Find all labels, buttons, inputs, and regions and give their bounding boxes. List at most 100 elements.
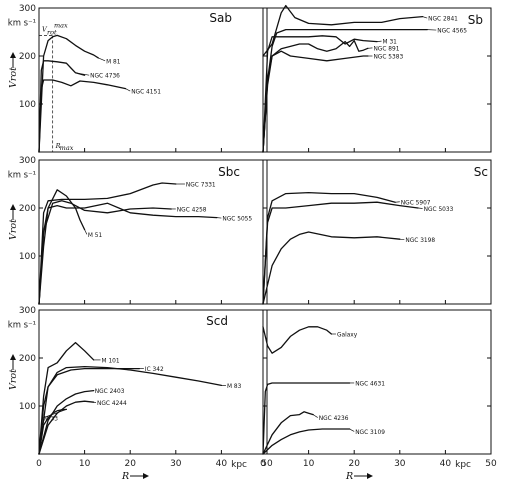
- panel-5-y-tick-label-100: 100: [19, 402, 36, 412]
- panel-6-x-tick-label-10: 10: [303, 459, 315, 469]
- panel-5-curve-6: [38, 408, 68, 455]
- panel-5-y-tick-label-200: 200: [19, 354, 36, 364]
- panel-4-curve-1: [262, 191, 396, 305]
- panel-5-title: Scd: [206, 314, 228, 328]
- panel-3-y-tick-label-300: 300: [19, 156, 36, 166]
- panel-2-frame: [262, 7, 492, 153]
- panel-3-y-unit: km s⁻¹: [8, 170, 36, 180]
- panel-6-series-label-3: NGC 4236: [319, 414, 349, 422]
- panel-2-series-label-2: NGC 4565: [437, 27, 467, 35]
- panel-5-x-axis-label: R: [121, 471, 129, 479]
- panel-3-series-label-2: NGC 4258: [177, 205, 207, 213]
- panel-3-series-label-1: NGC 7331: [186, 181, 216, 189]
- panel-2-title: Sb: [468, 13, 483, 27]
- panel-6-x-unit: kpc: [455, 460, 471, 470]
- panel-6-series-label-4: NGC 3109: [355, 428, 385, 436]
- panel-5-leader-6: [42, 409, 67, 419]
- panel-1-title: Sab: [209, 11, 232, 25]
- panel-3-frame: [38, 159, 268, 305]
- panel-1-curve-3: [38, 79, 127, 153]
- panel-1-y-axis-arrow-head: [10, 52, 16, 58]
- panel-6-curve-1: [262, 326, 333, 354]
- panel-5-series-label-2: IC 342: [145, 365, 164, 373]
- panel-1-vmax-sub: rot: [47, 28, 57, 36]
- panel-2-series-label-5: NGC 5383: [373, 53, 403, 61]
- panel-1-vmax-sup: max: [54, 21, 68, 29]
- panel-4-curve-3: [262, 231, 401, 305]
- panel-5-x-unit: kpc: [231, 460, 247, 470]
- panel-5-y-unit: km s⁻¹: [8, 320, 36, 330]
- panel-5-x-tick-label-10: 10: [79, 459, 91, 469]
- panel-3-y-tick-label-200: 200: [19, 204, 36, 214]
- panel-5-series-label-6: M 33: [44, 415, 59, 423]
- panel-2-curve-4: [262, 39, 369, 153]
- panel-3-y-axis-label: Vrot: [8, 219, 19, 240]
- panel-1-vmax-label: V: [42, 25, 48, 33]
- panel-3-curve-3: [38, 202, 218, 305]
- panel-5-curve-3: [38, 365, 223, 455]
- panel-6-x-axis-label: R: [345, 471, 353, 479]
- panel-3-title: Sbc: [218, 165, 240, 179]
- panel-2-curve-1: [262, 4, 424, 57]
- panel-6-x-tick-label-30: 30: [394, 459, 406, 469]
- panel-4-title: Sc: [474, 165, 488, 179]
- panel-4-series-label-1: NGC 5907: [401, 198, 431, 206]
- panel-1-series-label-1: M 81: [106, 57, 121, 65]
- panel-5-series-label-1: M 101: [102, 356, 120, 364]
- panel-6-curve-3: [262, 411, 314, 455]
- panel-4-frame: [262, 159, 492, 305]
- panel-3-curve-4: [38, 189, 86, 305]
- panel-1-rmax-label: R: [55, 142, 61, 150]
- panel-2-curve-5: [262, 50, 369, 153]
- panel-5-x-tick-label-50: 50: [261, 459, 273, 469]
- panel-2-curve-3: [262, 35, 378, 153]
- panel-5-series-label-5: NGC 4244: [97, 399, 127, 407]
- panel-5-curve-5: [38, 400, 95, 455]
- panel-1-y-tick-label-200: 200: [19, 52, 36, 62]
- panel-5-y-tick-label-300: 300: [19, 306, 36, 316]
- panel-6-x-tick-label-40: 40: [440, 459, 452, 469]
- panel-6-leader-3: [312, 414, 318, 418]
- panel-3-leader-4: [84, 229, 88, 235]
- panel-1-frame: [38, 7, 268, 153]
- panel-2-series-label-4: NGC 891: [373, 44, 399, 52]
- panel-5-frame: [38, 309, 268, 455]
- panel-6-curve-2: [262, 382, 351, 455]
- panel-6-frame: [262, 309, 492, 455]
- panel-5-curve-4: [38, 389, 95, 455]
- panel-1-curve-1: [38, 34, 99, 153]
- panel-6-x-axis-arrow-head: [367, 473, 373, 479]
- panel-3-series-label-4: M 51: [88, 231, 103, 239]
- panel-6-x-tick-label-50: 50: [485, 459, 497, 469]
- panel-5-series-label-4: NGC 2403: [95, 387, 125, 395]
- panel-5-x-tick-label-30: 30: [170, 459, 182, 469]
- panel-4-curve-2: [262, 201, 419, 305]
- panel-5-curve-1: [38, 341, 95, 455]
- panel-2-leader-1: [422, 16, 428, 19]
- panel-6-series-label-1: Galaxy: [337, 331, 358, 339]
- panel-5-y-axis-label: Vrot: [8, 369, 19, 390]
- panel-5-x-tick-label-0: 0: [36, 459, 42, 469]
- panel-5-x-tick-label-20: 20: [124, 459, 136, 469]
- panel-3-curve-1: [38, 182, 177, 305]
- panel-1-y-axis-label: Vrot: [8, 67, 19, 88]
- panel-2-series-label-3: M 31: [383, 38, 398, 46]
- panel-1-leader-3: [125, 88, 131, 92]
- panel-4-series-label-3: NGC 3198: [405, 236, 435, 244]
- panel-1-series-label-3: NGC 4151: [131, 88, 161, 96]
- panel-1-y-tick-label-100: 100: [19, 100, 36, 110]
- panel-5-x-axis-arrow-head: [143, 473, 149, 479]
- panel-1-leader-1: [98, 57, 106, 62]
- panel-1-rmax-sub: max: [60, 144, 74, 152]
- panel-6-x-tick-label-0: 0: [260, 459, 266, 469]
- panel-1-series-label-2: NGC 4736: [90, 72, 120, 80]
- panel-2-series-label-1: NGC 2841: [428, 15, 458, 23]
- panel-3-y-axis-arrow-head: [10, 204, 16, 210]
- panel-3-series-label-3: NGC 5055: [222, 215, 252, 223]
- panel-1-y-tick-label-300: 300: [19, 4, 36, 14]
- panel-1-curve-2: [38, 60, 86, 153]
- panel-6-curve-4: [262, 428, 351, 455]
- panel-5-x-tick-label-40: 40: [216, 459, 228, 469]
- panel-6-series-label-2: NGC 4631: [355, 379, 385, 387]
